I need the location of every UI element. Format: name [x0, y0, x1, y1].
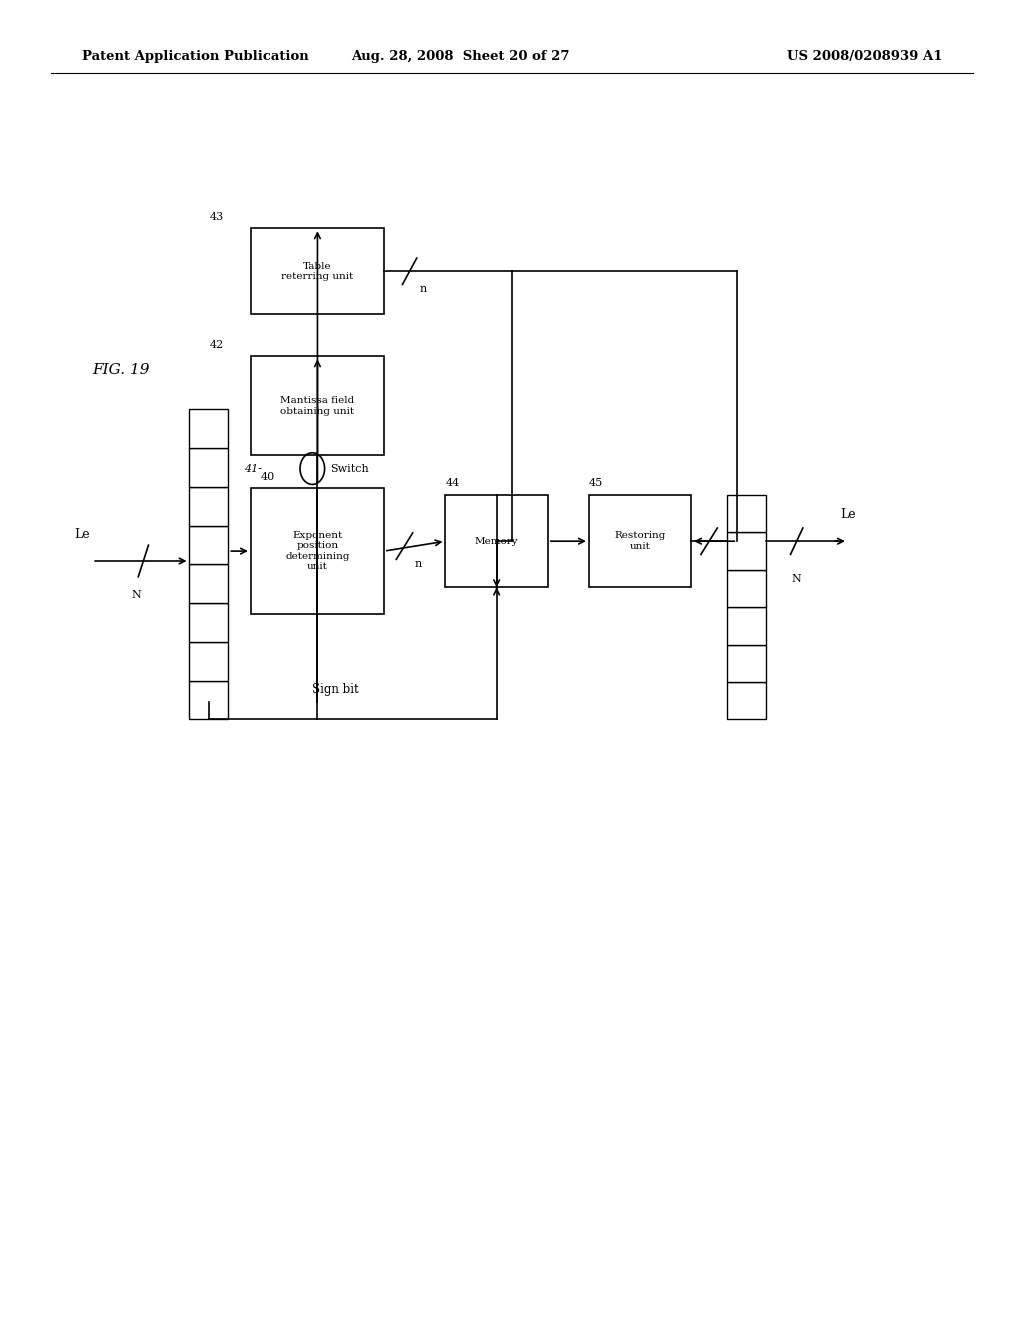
Text: Memory: Memory: [475, 537, 518, 545]
Bar: [727, 532, 766, 570]
Text: Restoring
unit: Restoring unit: [614, 532, 666, 550]
Text: N: N: [131, 590, 141, 601]
FancyBboxPatch shape: [251, 228, 384, 314]
Text: Sign bit: Sign bit: [312, 682, 359, 696]
Text: Le: Le: [840, 508, 856, 521]
Bar: [189, 642, 228, 681]
Text: 43: 43: [210, 211, 224, 222]
Text: US 2008/0208939 A1: US 2008/0208939 A1: [786, 50, 942, 63]
Bar: [189, 447, 228, 487]
Text: N: N: [792, 574, 802, 585]
Text: FIG. 19: FIG. 19: [92, 363, 150, 376]
Bar: [727, 495, 766, 532]
Text: 44: 44: [445, 478, 460, 488]
Bar: [189, 409, 228, 447]
Text: Patent Application Publication: Patent Application Publication: [82, 50, 308, 63]
Bar: [189, 487, 228, 525]
Bar: [189, 681, 228, 719]
Bar: [727, 682, 766, 719]
FancyBboxPatch shape: [589, 495, 691, 587]
Text: n: n: [415, 560, 422, 569]
FancyBboxPatch shape: [445, 495, 548, 587]
Text: Table
reterring unit: Table reterring unit: [282, 261, 353, 281]
Text: Mantissa field
obtaining unit: Mantissa field obtaining unit: [281, 396, 354, 416]
Text: n: n: [420, 285, 427, 294]
Bar: [189, 525, 228, 565]
Text: Le: Le: [74, 528, 90, 541]
FancyBboxPatch shape: [251, 356, 384, 455]
Text: 42: 42: [210, 339, 224, 350]
FancyBboxPatch shape: [251, 488, 384, 614]
Bar: [189, 603, 228, 642]
Bar: [727, 570, 766, 607]
Bar: [727, 644, 766, 682]
Text: 41-: 41-: [244, 463, 262, 474]
Bar: [189, 565, 228, 603]
Text: 40: 40: [261, 471, 275, 482]
Text: Switch: Switch: [330, 463, 369, 474]
Bar: [727, 607, 766, 644]
Text: Exponent
position
determining
unit: Exponent position determining unit: [286, 531, 349, 572]
Text: 45: 45: [589, 478, 603, 488]
Text: Aug. 28, 2008  Sheet 20 of 27: Aug. 28, 2008 Sheet 20 of 27: [351, 50, 570, 63]
